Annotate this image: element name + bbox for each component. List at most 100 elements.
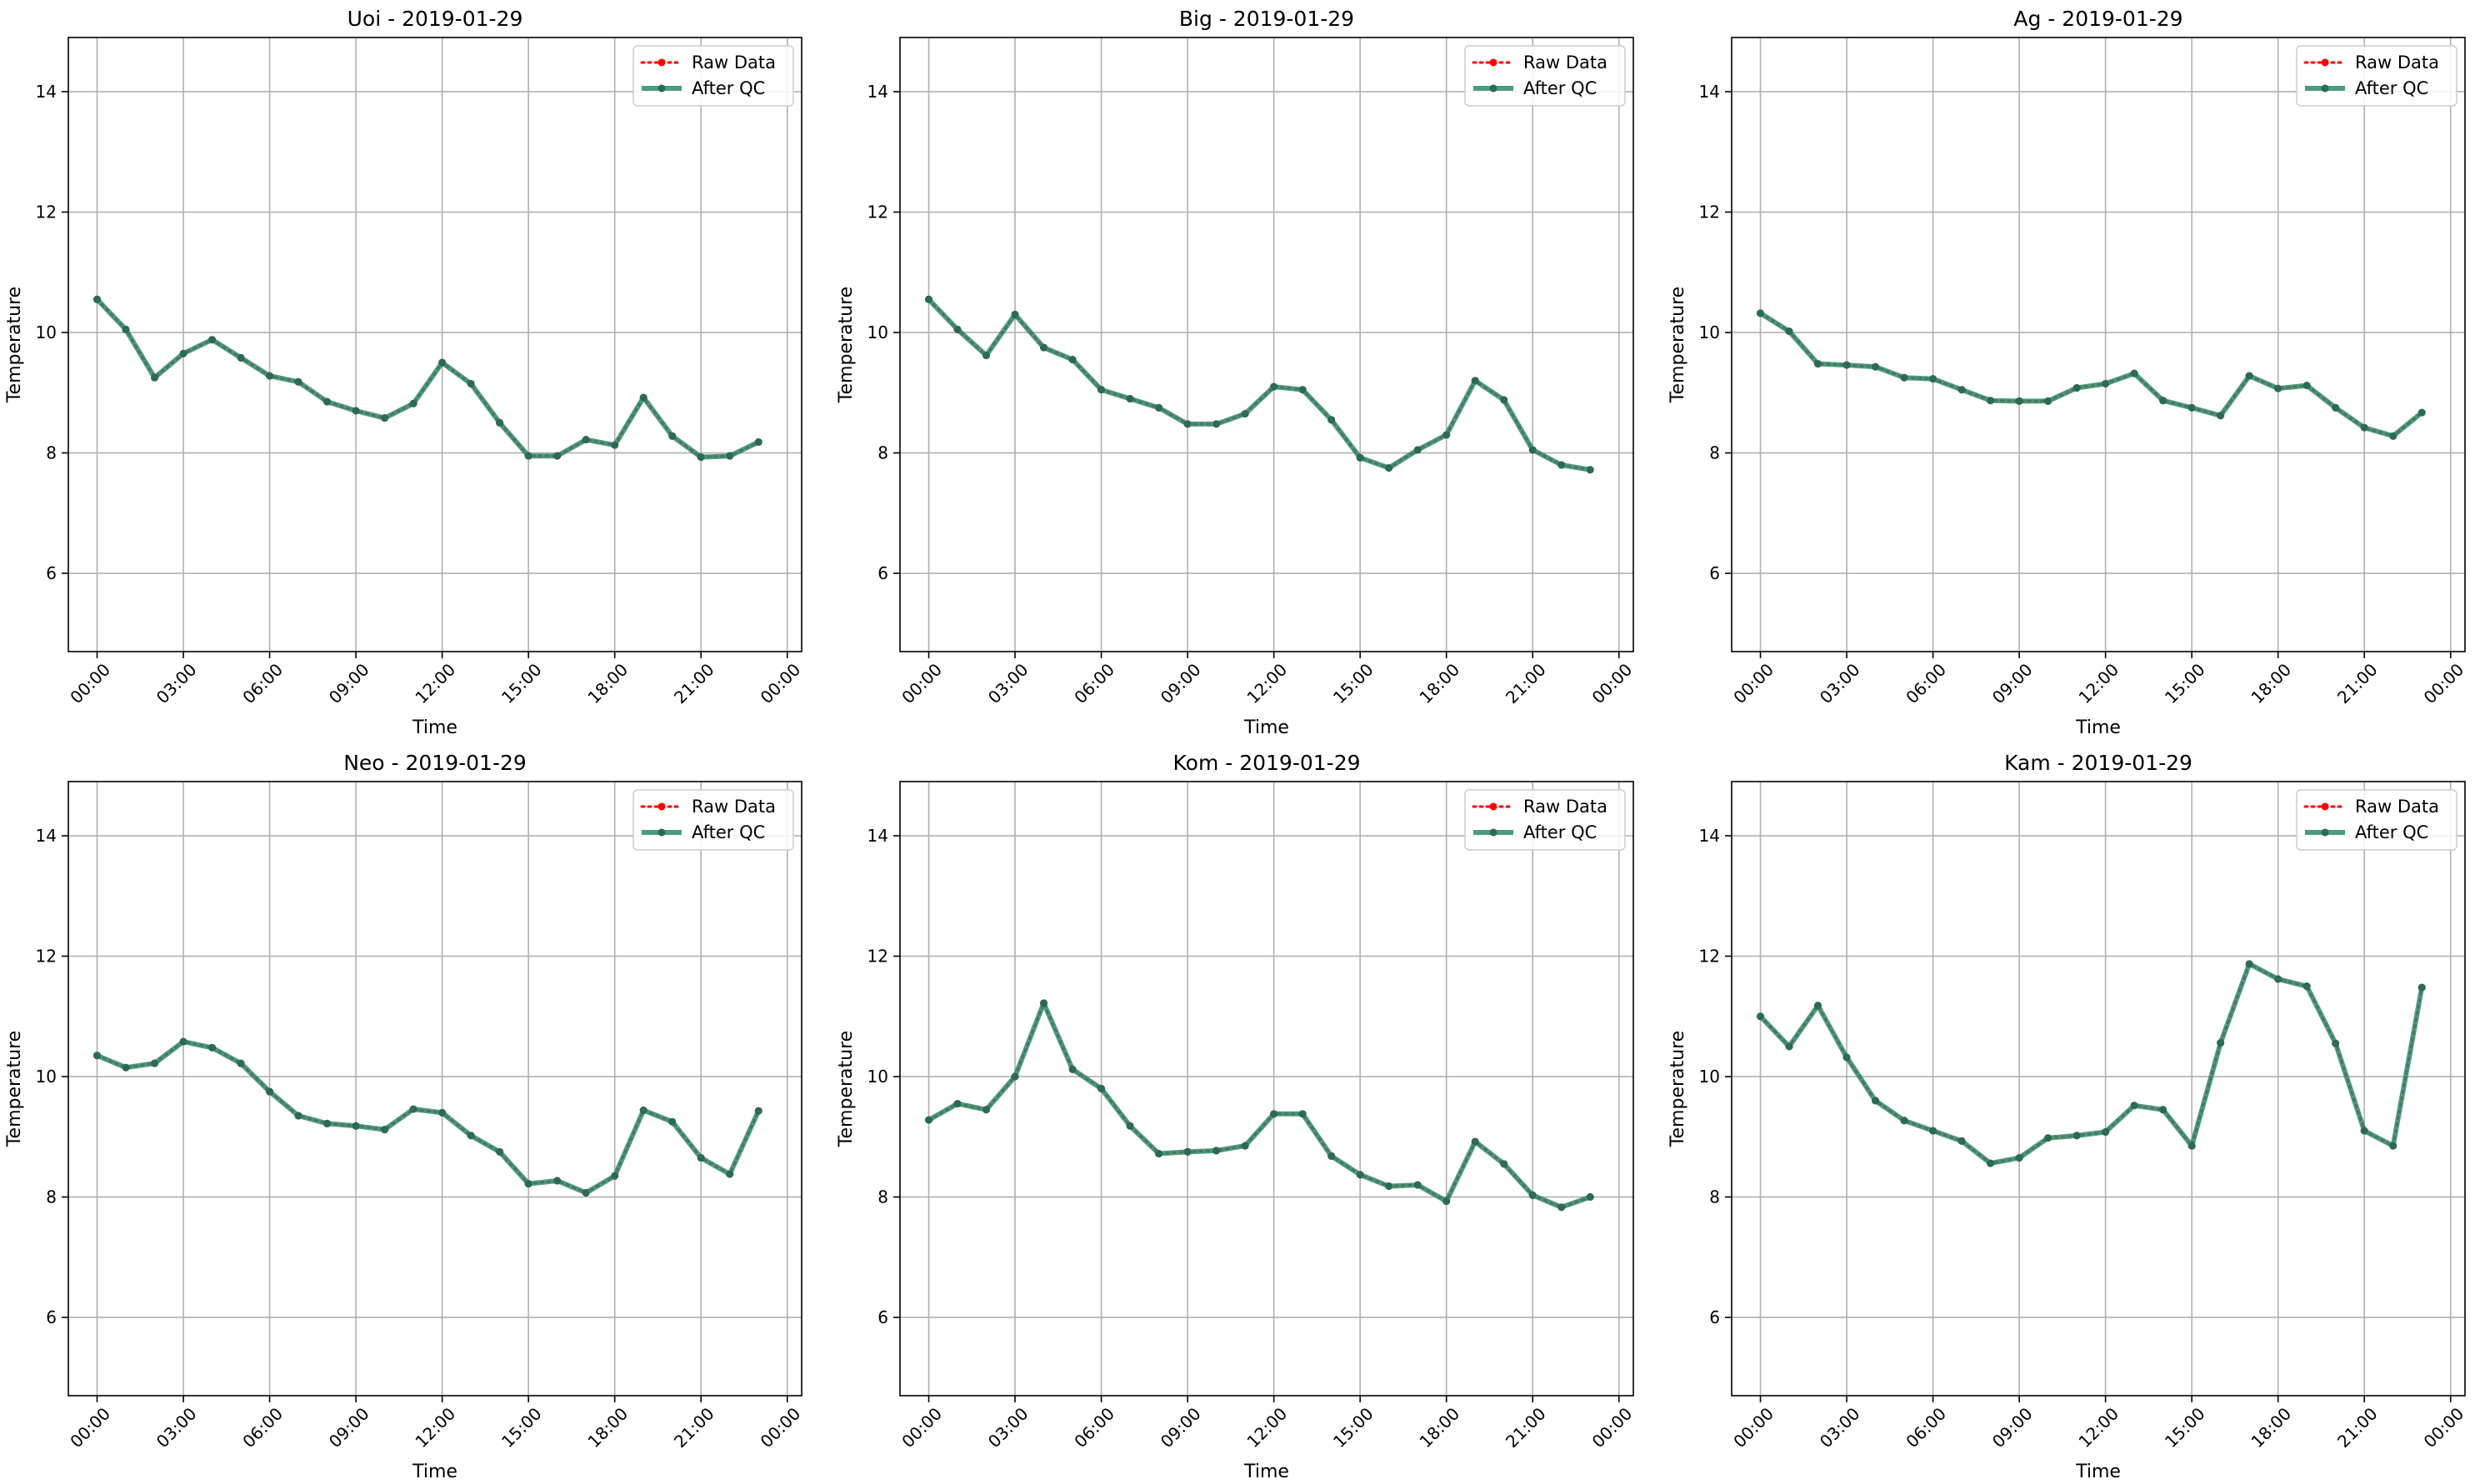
- x-tick-label: 03:00: [152, 1403, 201, 1452]
- series-line-after-qc: [96, 1039, 761, 1196]
- x-tick-label: 03:00: [1816, 659, 1864, 707]
- x-tick-label: 00:00: [2420, 659, 2468, 707]
- chart-title: Neo - 2019-01-29: [343, 751, 527, 775]
- point-after-qc: [639, 1107, 648, 1115]
- legend-marker-after-qc: [658, 84, 666, 92]
- point-after-qc: [1011, 1072, 1019, 1081]
- y-axis-label: Temperature: [1668, 1031, 1688, 1147]
- point-after-qc: [381, 414, 389, 422]
- point-after-qc: [2360, 1127, 2368, 1135]
- series-line-after-qc: [928, 1000, 1592, 1210]
- point-after-qc: [1900, 1117, 1908, 1125]
- point-after-qc: [1298, 1110, 1307, 1118]
- point-after-qc: [1814, 1002, 1822, 1010]
- point-after-qc: [93, 295, 102, 303]
- x-tick-label: 21:00: [670, 659, 718, 707]
- legend-label: After QC: [2355, 822, 2428, 842]
- point-after-qc: [1900, 373, 1908, 382]
- x-tick-label: 03:00: [984, 1403, 1032, 1452]
- x-tick-label: 12:00: [2074, 1403, 2122, 1452]
- point-after-qc: [122, 325, 130, 333]
- point-after-qc: [352, 1122, 360, 1130]
- legend-label: After QC: [1523, 822, 1597, 842]
- x-tick-label: 15:00: [498, 659, 546, 707]
- point-after-qc: [1872, 362, 1880, 371]
- point-after-qc: [1241, 410, 1249, 418]
- plot-area: [900, 782, 1633, 1396]
- x-tick-label: 06:00: [1070, 1403, 1118, 1452]
- point-after-qc: [2072, 384, 2081, 392]
- point-after-qc: [1814, 360, 1822, 368]
- point-after-qc: [697, 1154, 705, 1162]
- plot-frame: [1731, 781, 2466, 1397]
- point-after-qc: [2217, 412, 2225, 420]
- x-axis-label: Time: [412, 717, 458, 738]
- y-tick-label: 12: [36, 947, 57, 967]
- point-after-qc: [1385, 1182, 1393, 1191]
- point-after-qc: [409, 1105, 418, 1113]
- point-after-qc: [2159, 397, 2168, 405]
- point-after-qc: [2360, 423, 2368, 432]
- point-after-qc: [1987, 1159, 1995, 1167]
- point-after-qc: [726, 1170, 734, 1178]
- point-after-qc: [925, 1116, 933, 1124]
- point-after-qc: [1183, 420, 1192, 428]
- chart-title: Ag - 2019-01-29: [2013, 7, 2182, 31]
- chart-panel: 00:00 03:00 06:00 09:00 12:00 15:00 18:00 21:00…: [4, 751, 804, 1482]
- point-after-qc: [553, 1177, 562, 1185]
- x-tick-label: 03:00: [984, 659, 1032, 707]
- legend: Raw Data After QC: [632, 789, 794, 851]
- legend: Raw Data After QC: [2296, 789, 2458, 851]
- y-axis-label: Temperature: [4, 287, 25, 403]
- point-after-qc: [668, 432, 677, 440]
- legend-marker-after-qc: [2321, 84, 2329, 92]
- chart-panel: 00:00 03:00 06:00 09:00 12:00 15:00 18:00 21:00…: [4, 7, 804, 738]
- point-after-qc: [1586, 466, 1594, 474]
- x-tick-label: 00:00: [1729, 1403, 1778, 1452]
- x-tick-label: 00:00: [898, 659, 946, 707]
- point-after-qc: [237, 1059, 245, 1067]
- chart-title: Uoi - 2019-01-29: [348, 7, 523, 31]
- legend-marker-raw-data: [2321, 58, 2329, 67]
- point-after-qc: [2389, 432, 2398, 440]
- y-tick-label: 6: [878, 1307, 888, 1327]
- x-tick-label: 18:00: [1415, 1403, 1463, 1452]
- point-after-qc: [2130, 369, 2138, 377]
- series-line-after-qc: [1758, 961, 2425, 1167]
- point-after-qc: [1098, 386, 1106, 394]
- point-after-qc: [1212, 420, 1221, 428]
- plot-frame: [68, 37, 802, 652]
- y-tick-label: 8: [1709, 443, 1720, 463]
- point-after-qc: [982, 352, 991, 360]
- legend: Raw Data After QC: [2296, 45, 2458, 107]
- point-after-qc: [1385, 464, 1393, 472]
- legend-marker-raw-data: [658, 58, 666, 67]
- y-tick-label: 10: [868, 322, 888, 342]
- x-tick-label: 15:00: [1329, 659, 1378, 707]
- chart-panel: 00:00 03:00 06:00 09:00 12:00 15:00 18:00 21:00…: [1668, 7, 2468, 738]
- point-after-qc: [1471, 377, 1479, 385]
- y-tick-label: 8: [878, 443, 888, 463]
- y-tick-label: 8: [1709, 1187, 1720, 1207]
- legend-marker-after-qc: [1489, 84, 1498, 92]
- point-after-qc: [1500, 1160, 1508, 1168]
- y-tick-label: 6: [1709, 1307, 1720, 1327]
- x-tick-label: 18:00: [2247, 659, 2295, 707]
- chart-panel: 00:00 03:00 06:00 09:00 12:00 15:00 18:00 21:00…: [836, 7, 1636, 738]
- point-after-qc: [2072, 1132, 2081, 1140]
- point-after-qc: [1757, 1012, 1765, 1021]
- point-after-qc: [2188, 1142, 2196, 1150]
- point-after-qc: [496, 1147, 504, 1156]
- point-after-qc: [2274, 975, 2282, 983]
- point-after-qc: [2130, 1102, 2138, 1110]
- plot-area: [1732, 782, 2465, 1396]
- point-after-qc: [1212, 1147, 1221, 1155]
- x-tick-label: 09:00: [1988, 1403, 2037, 1452]
- x-tick-label: 21:00: [2333, 659, 2382, 707]
- point-after-qc: [1586, 1193, 1594, 1202]
- x-tick-label: 06:00: [1070, 659, 1118, 707]
- x-tick-label: 18:00: [583, 659, 632, 707]
- legend-label: Raw Data: [2355, 52, 2439, 72]
- y-tick-label: 12: [36, 202, 57, 222]
- point-after-qc: [2389, 1142, 2398, 1150]
